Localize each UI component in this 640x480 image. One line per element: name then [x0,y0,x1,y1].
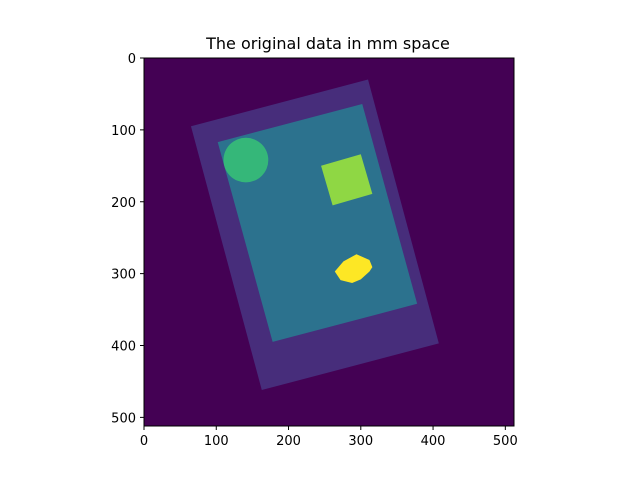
image-content [144,58,514,426]
y-tick-label: 400 [111,340,136,355]
x-tick-label: 500 [493,434,518,449]
y-tick-label: 300 [111,268,136,283]
plot-frame [143,57,515,427]
square-shape [321,154,373,206]
x-tick-label: 300 [348,434,373,449]
y-axis: 0 100 200 300 400 500 [111,52,144,426]
x-tick-label: 200 [276,434,301,449]
y-tick-label: 100 [111,124,136,139]
x-tick-label: 100 [204,434,229,449]
chart-title: The original data in mm space [205,34,450,53]
x-axis: 0 100 200 300 400 500 [140,426,518,449]
y-tick-label: 500 [111,411,136,426]
plot-area [143,57,515,427]
x-tick-label: 0 [140,434,148,449]
circle-shape [223,137,269,183]
x-tick-label: 400 [421,434,446,449]
y-tick-label: 200 [111,196,136,211]
y-tick-label: 0 [128,52,136,67]
diamond-shape [334,254,373,283]
